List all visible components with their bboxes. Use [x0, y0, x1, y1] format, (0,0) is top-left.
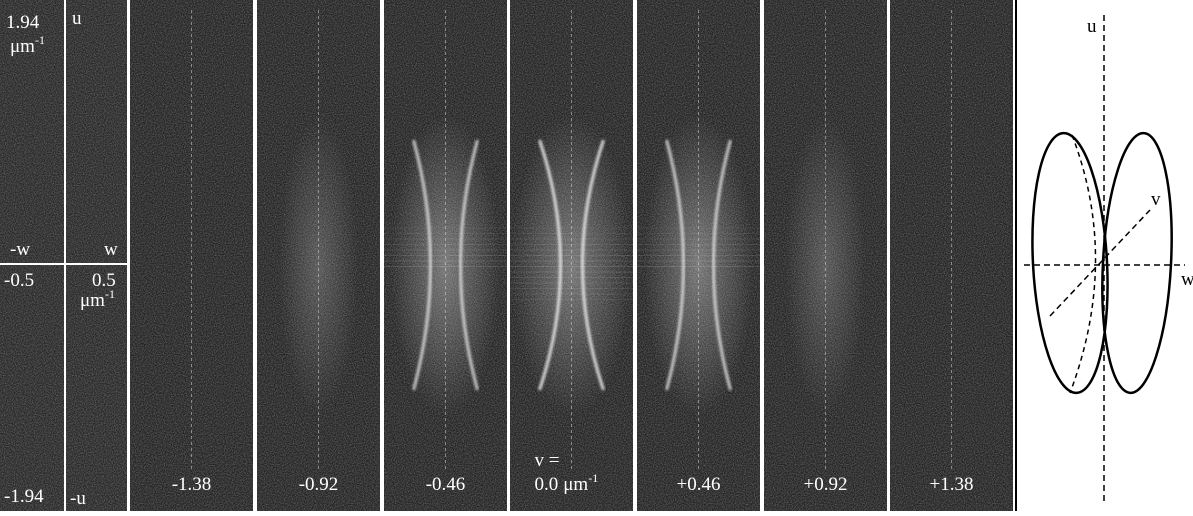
- unit-base: μm: [80, 290, 105, 311]
- label: -w: [10, 239, 30, 260]
- unit-sup: -1: [588, 471, 598, 485]
- figure: 1.94 μm-1 u -w w -0.5 0.5 μm-1 -1.94 -u …: [0, 0, 1193, 511]
- prefix: v =: [535, 450, 560, 471]
- diagram: u v w: [1016, 0, 1193, 511]
- panel-label: -0.92: [299, 474, 339, 495]
- label: u: [72, 8, 82, 29]
- unit-base: μm: [10, 36, 35, 57]
- label: -1.94: [4, 486, 44, 507]
- axis-label: v: [1151, 189, 1161, 210]
- ellipse: [1096, 131, 1178, 394]
- panel-label: +0.92: [804, 474, 848, 495]
- axis-line: [1050, 210, 1150, 316]
- axis-label: u: [1087, 16, 1097, 37]
- panel-label: +1.38: [930, 474, 974, 495]
- label: -0.5: [4, 270, 34, 291]
- panel-label: -0.46: [426, 474, 466, 495]
- unit-sup: -1: [105, 287, 115, 301]
- value: 0.0: [535, 474, 559, 495]
- label: 1.94: [6, 12, 40, 33]
- axis-label: w: [1181, 269, 1193, 290]
- unit-base: μm: [563, 474, 588, 495]
- label: w: [104, 239, 118, 260]
- label: -u: [70, 488, 86, 509]
- unit-sup: -1: [35, 33, 45, 47]
- panel-label: -1.38: [172, 474, 212, 495]
- panel-label: +0.46: [677, 474, 721, 495]
